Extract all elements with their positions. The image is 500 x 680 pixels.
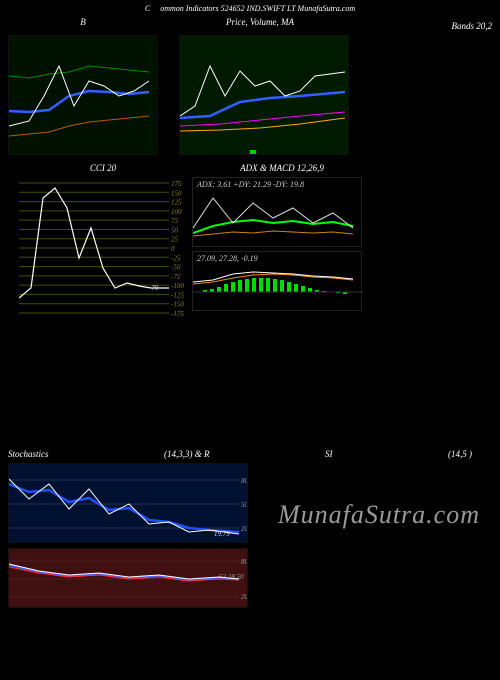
svg-text:80: 80 — [241, 558, 248, 566]
row-top: B Price, Volume, MA Bands 20,2 — [0, 17, 500, 157]
cci-container: CCI 20 1751501251007550250-25-50-75-100-… — [18, 163, 188, 319]
price-container: Price, Volume, MA — [171, 17, 349, 157]
svg-text:125: 125 — [171, 199, 182, 207]
svg-text:20: 20 — [241, 593, 248, 601]
bb-chart — [8, 35, 158, 155]
adx-values: ADX: 3.61 +DY: 21.29 -DY: 19.8 — [197, 180, 304, 189]
header-left: C — [145, 4, 150, 13]
svg-text:-50: -50 — [171, 264, 181, 272]
svg-text:0: 0 — [171, 245, 175, 253]
svg-text:-175: -175 — [171, 310, 184, 317]
svg-text:150: 150 — [171, 189, 182, 197]
cci-title: CCI 20 — [18, 163, 188, 175]
svg-text:-100: -100 — [171, 282, 184, 290]
rsi-params: (14,5 ) — [448, 449, 472, 459]
svg-text:-79: -79 — [149, 284, 159, 292]
price-title: Price, Volume, MA — [171, 17, 349, 29]
stoch-chart: 80 50 20 19.79 — [8, 463, 248, 543]
cci-chart: 175150 1251007550 250-25 -50-75-100-125 -150… — [18, 177, 188, 317]
adx-chart-box: ADX: 3.61 +DY: 21.29 -DY: 19.8 — [192, 177, 362, 247]
svg-text:80: 80 — [241, 477, 248, 485]
price-chart — [179, 35, 349, 155]
svg-text:50: 50 — [171, 226, 179, 234]
bb-container: B — [8, 17, 158, 157]
svg-text:-125: -125 — [171, 291, 184, 299]
svg-text:19.79: 19.79 — [214, 530, 230, 538]
svg-text:75: 75 — [171, 217, 179, 225]
svg-text:175: 175 — [171, 180, 182, 188]
watermark: MunafaSutra.com — [278, 500, 480, 530]
adx-title: ADX & MACD 12,26,9 — [192, 163, 372, 175]
svg-text:-150: -150 — [171, 301, 184, 309]
rsi-label: SI — [325, 449, 333, 459]
svg-text:100: 100 — [171, 208, 182, 216]
stoch-title-row: Stochastics (14,3,3) & R SI (14,5 ) — [0, 449, 480, 459]
stoch-label: Stochastics — [8, 449, 49, 459]
stoch-params: (14,3,3) & R — [164, 449, 210, 459]
svg-text:-75: -75 — [171, 273, 181, 281]
bands-label: Bands 20,2 — [362, 17, 492, 157]
macd-chart-box: 27.09, 27.28, -0.19 — [192, 251, 362, 311]
adx-macd-container: ADX & MACD 12,26,9 ADX: 3.61 +DY: 21.29 … — [192, 163, 372, 319]
row-mid: CCI 20 1751501251007550250-25-50-75-100-… — [0, 163, 500, 319]
rsi-chart: 8053.28 5020 — [8, 548, 248, 608]
header-mid: ommon Indicators 524652 IND.SWIFT LT Mun… — [160, 4, 355, 13]
page-header: C ommon Indicators 524652 IND.SWIFT LT M… — [0, 0, 500, 17]
macd-values: 27.09, 27.28, -0.19 — [197, 254, 258, 263]
svg-text:25: 25 — [171, 236, 179, 244]
svg-text:20: 20 — [241, 525, 248, 533]
bb-title: B — [8, 17, 158, 29]
svg-text:50: 50 — [241, 501, 248, 509]
svg-text:-25: -25 — [171, 254, 181, 262]
rsi-row: 8053.28 5020 — [0, 548, 500, 610]
